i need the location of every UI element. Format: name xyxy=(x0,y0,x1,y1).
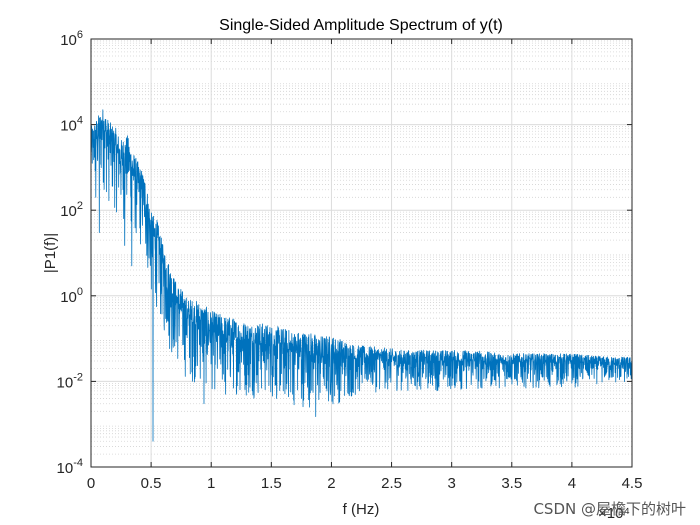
x-tick-label: 3.5 xyxy=(501,475,522,492)
y-axis-label: |P1(f)| xyxy=(42,233,59,273)
spectrum-line xyxy=(90,109,633,442)
x-axis-label: f (Hz) xyxy=(343,501,380,518)
y-tick-label: 10-4 xyxy=(57,457,83,477)
x-tick-label: 2 xyxy=(327,475,335,492)
x-tick-label: 3 xyxy=(447,475,455,492)
series-line xyxy=(90,109,633,442)
x-tick-label: 2.5 xyxy=(381,475,402,492)
plot-frame xyxy=(90,38,633,468)
x-tick-label: 1 xyxy=(207,475,215,492)
x-tick-label: 0 xyxy=(87,475,95,492)
y-tick-label: 102 xyxy=(60,200,83,220)
plot-area xyxy=(91,39,632,467)
x-exponent-label: ×10⁴ xyxy=(598,505,630,522)
chart-title: Single-Sided Amplitude Spectrum of y(t) xyxy=(219,17,503,34)
x-tick-label: 0.5 xyxy=(141,475,162,492)
watermark: CSDN @屋檐下的树叶 xyxy=(533,500,686,518)
axis-ticks: 10-4 10-2 100 102 104 106 0 0.5 1 1.5 2 2.5 3 3.5 4 4.5 xyxy=(57,29,643,492)
y-tick-label: 104 xyxy=(60,115,83,135)
x-tick-label: 4 xyxy=(568,475,576,492)
y-tick-label: 100 xyxy=(60,286,83,306)
y-tick-label: 10-2 xyxy=(57,371,83,391)
x-tick-label: 4.5 xyxy=(622,475,643,492)
x-tick-label: 1.5 xyxy=(261,475,282,492)
y-tick-label: 106 xyxy=(60,29,83,49)
